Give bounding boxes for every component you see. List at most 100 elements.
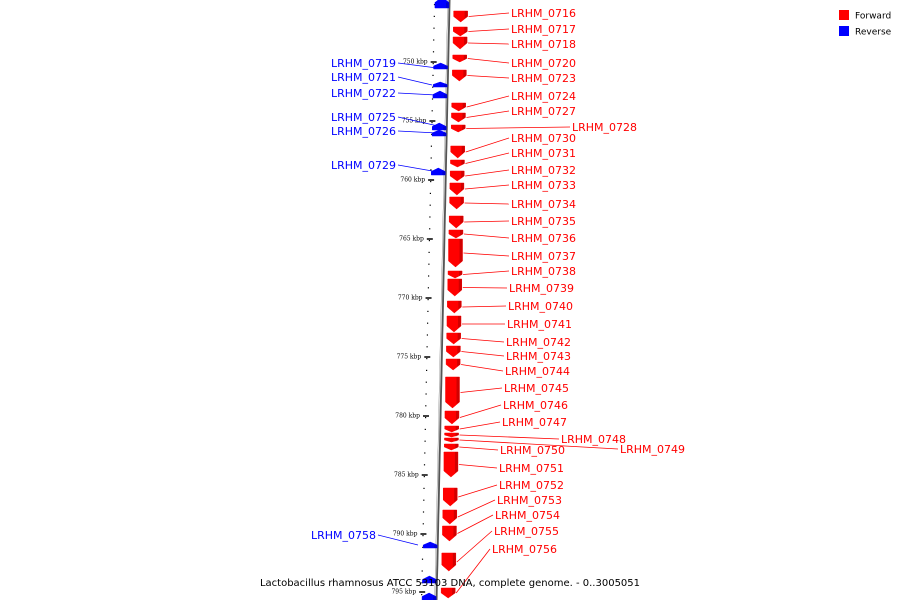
scale-dot	[431, 110, 433, 112]
forward-gene-arrow	[453, 26, 468, 37]
forward-gene-label: LRHM_0742	[506, 336, 571, 349]
scale-dot	[428, 275, 430, 277]
scale-dot	[427, 322, 429, 324]
forward-gene-arrow-shade	[461, 160, 465, 166]
scale-dot	[422, 546, 424, 548]
forward-label-connector	[459, 404, 502, 418]
forward-gene-arrow-shade	[454, 452, 458, 473]
forward-gene-arrow	[444, 437, 459, 443]
reverse-gene-arrow-shade	[444, 84, 448, 87]
reverse-gene-arrow-shade	[433, 596, 437, 600]
forward-gene-label: LRHM_0752	[499, 479, 564, 492]
scale-dot	[429, 192, 431, 194]
forward-gene-arrow-shade	[457, 346, 461, 354]
reverse-gene-arrow	[432, 90, 448, 99]
forward-gene-label: LRHM_0743	[506, 350, 571, 363]
scale-dot	[423, 476, 425, 478]
forward-gene-label: LRHM_0717	[511, 23, 576, 36]
scale-dot	[429, 204, 431, 206]
scale-dot	[421, 558, 424, 560]
reverse-gene-arrow	[421, 592, 437, 600]
scale-dot	[430, 157, 432, 159]
gene-track	[421, 0, 468, 600]
forward-gene-arrow-shade	[457, 359, 461, 367]
reverse-gene-label: LRHM_0758	[311, 529, 376, 542]
forward-label-connector	[464, 184, 510, 190]
forward-label-connector	[463, 270, 510, 275]
forward-gene-arrow	[444, 443, 459, 451]
scale-dot	[428, 240, 430, 242]
scale-dot	[431, 122, 433, 124]
forward-label-connector	[467, 58, 510, 64]
forward-gene-arrow	[448, 215, 464, 229]
reverse-label-connector	[377, 534, 419, 546]
forward-label-connector	[458, 464, 498, 469]
scale-dot	[430, 169, 432, 171]
forward-label-connector	[463, 252, 510, 257]
forward-gene-arrow-shade	[459, 230, 463, 236]
forward-gene-label: LRHM_0741	[507, 318, 572, 331]
forward-gene-arrow-shade	[455, 426, 459, 431]
reverse-gene-arrow-shade	[445, 2, 449, 8]
forward-gene-arrow-shade	[453, 526, 457, 537]
forward-gene-arrow-shade	[459, 271, 463, 277]
forward-gene-arrow	[447, 270, 463, 279]
scale-dot	[425, 405, 427, 407]
forward-gene-arrow	[445, 376, 460, 409]
reverse-gene-arrow-shade	[443, 94, 447, 98]
forward-label-connector	[461, 364, 504, 372]
forward-gene-label: LRHM_0744	[505, 365, 570, 378]
forward-gene-label: LRHM_0749	[620, 443, 685, 456]
gene-labels: LRHM_0716 LRHM_0717 LRHM_0718 LRHM_0720 LRHM…	[311, 7, 685, 594]
forward-gene-arrow	[444, 432, 459, 438]
forward-gene-label: LRHM_0733	[511, 179, 576, 192]
reverse-label-connector	[397, 130, 438, 134]
forward-label-connector	[461, 338, 505, 343]
scale-dot	[425, 417, 427, 419]
forward-gene-arrow-shade	[462, 113, 466, 120]
scale-dot	[423, 499, 425, 501]
forward-label-connector	[462, 305, 507, 308]
forward-label-connector	[466, 110, 510, 118]
scale-dot	[427, 287, 429, 289]
forward-gene-arrow	[453, 10, 468, 23]
forward-gene-arrow-shade	[462, 125, 466, 131]
forward-gene-arrow	[452, 54, 467, 63]
reverse-gene-label: LRHM_0719	[331, 57, 396, 70]
scale-dot	[431, 133, 433, 135]
forward-gene-arrow	[452, 36, 468, 50]
forward-gene-label: LRHM_0718	[511, 38, 576, 51]
forward-gene-label: LRHM_0750	[500, 444, 565, 457]
forward-gene-arrow-shade	[455, 411, 459, 420]
forward-gene-arrow-shade	[456, 377, 460, 404]
forward-gene-arrow-shade	[455, 444, 459, 449]
forward-gene-arrow	[449, 182, 465, 196]
legend-forward-swatch	[839, 10, 849, 20]
scale-dot	[424, 452, 426, 454]
scale-dot	[430, 181, 432, 183]
forward-gene-arrow-shade	[462, 103, 466, 109]
forward-gene-arrow	[440, 587, 456, 599]
forward-gene-label: LRHM_0727	[511, 105, 576, 118]
genome-caption: Lactobacillus rhamnosus ATCC 53103 DNA, …	[259, 578, 641, 589]
forward-gene-arrow-shade	[455, 433, 459, 437]
forward-gene-arrow-shade	[452, 553, 456, 567]
forward-gene-arrow	[450, 159, 465, 168]
reverse-gene-arrow	[434, 0, 450, 9]
forward-gene-arrow	[447, 300, 462, 314]
scale-dot	[428, 263, 430, 265]
forward-gene-arrow-shade	[458, 279, 462, 292]
scale-tick-label: 760 kbp	[400, 177, 425, 184]
forward-gene-arrow-shade	[463, 70, 467, 78]
forward-gene-arrow	[442, 487, 458, 507]
forward-label-connector	[459, 434, 560, 440]
reverse-gene-arrow-shade	[443, 126, 447, 130]
reverse-gene-arrow-shade	[444, 66, 448, 69]
forward-gene-arrow	[442, 525, 457, 542]
forward-label-connector	[466, 126, 571, 129]
scale-dot	[433, 4, 436, 6]
scale-dot	[425, 393, 427, 395]
scale-tick-label: 795 kbp	[391, 589, 416, 596]
forward-gene-label: LRHM_0720	[511, 57, 576, 70]
